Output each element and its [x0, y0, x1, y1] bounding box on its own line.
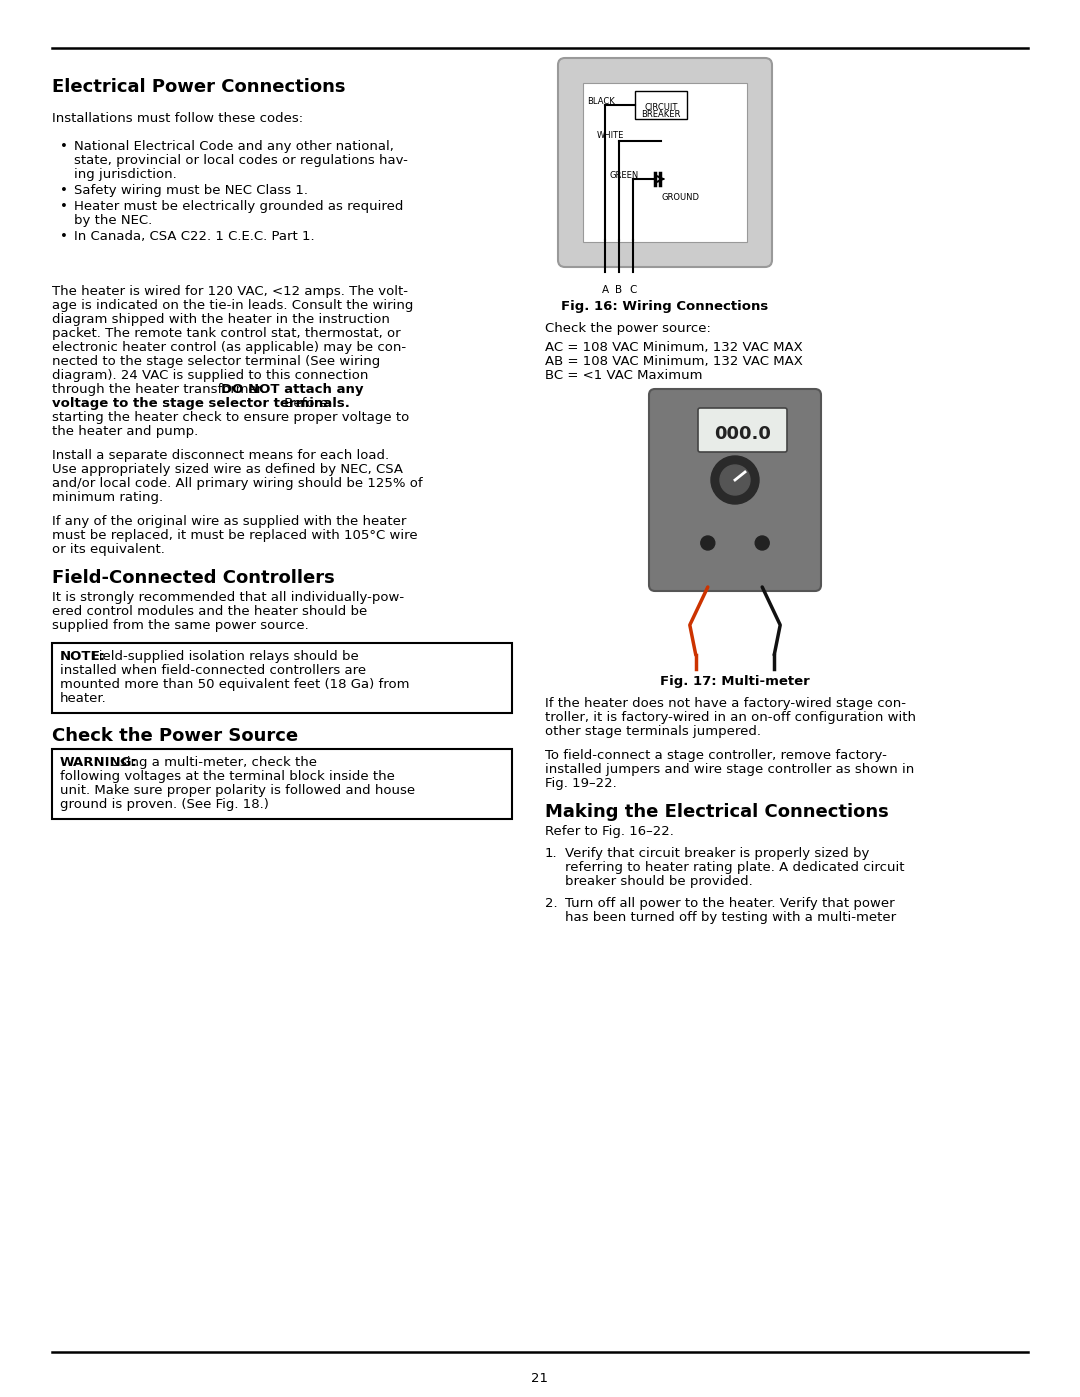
Text: heater.: heater. [60, 692, 107, 705]
Text: GROUND: GROUND [661, 193, 699, 203]
Text: unit. Make sure proper polarity is followed and house: unit. Make sure proper polarity is follo… [60, 784, 415, 798]
Text: and/or local code. All primary wiring should be 125% of: and/or local code. All primary wiring sh… [52, 476, 422, 490]
Text: Check the Power Source: Check the Power Source [52, 726, 298, 745]
Text: Fig. 17: Multi-meter: Fig. 17: Multi-meter [660, 675, 810, 687]
Text: Electrical Power Connections: Electrical Power Connections [52, 78, 346, 96]
Text: electronic heater control (as applicable) may be con-: electronic heater control (as applicable… [52, 341, 406, 353]
Text: Fig. 16: Wiring Connections: Fig. 16: Wiring Connections [562, 300, 769, 313]
Text: 000.0: 000.0 [714, 425, 771, 443]
Text: installed when field-connected controllers are: installed when field-connected controlle… [60, 664, 366, 678]
Text: •: • [60, 231, 68, 243]
Text: supplied from the same power source.: supplied from the same power source. [52, 619, 309, 631]
Text: installed jumpers and wire stage controller as shown in: installed jumpers and wire stage control… [545, 763, 915, 775]
Text: referring to heater rating plate. A dedicated circuit: referring to heater rating plate. A dedi… [565, 861, 905, 875]
Circle shape [701, 536, 715, 550]
Text: Fig. 19–22.: Fig. 19–22. [545, 777, 617, 789]
Text: 21: 21 [531, 1372, 549, 1384]
Text: breaker should be provided.: breaker should be provided. [565, 875, 753, 888]
Circle shape [755, 536, 769, 550]
Text: NOTE:: NOTE: [60, 650, 106, 664]
Text: must be replaced, it must be replaced with 105°C wire: must be replaced, it must be replaced wi… [52, 529, 418, 542]
Text: mounted more than 50 equivalent feet (18 Ga) from: mounted more than 50 equivalent feet (18… [60, 678, 409, 692]
Circle shape [720, 465, 750, 495]
Text: other stage terminals jumpered.: other stage terminals jumpered. [545, 725, 761, 738]
Text: WHITE: WHITE [597, 131, 624, 140]
Text: nected to the stage selector terminal (See wiring: nected to the stage selector terminal (S… [52, 355, 380, 367]
Text: Use appropriately sized wire as defined by NEC, CSA: Use appropriately sized wire as defined … [52, 462, 403, 476]
Text: CIRCUIT: CIRCUIT [645, 103, 677, 112]
Text: or its equivalent.: or its equivalent. [52, 543, 165, 556]
Text: troller, it is factory-wired in an on-off configuration with: troller, it is factory-wired in an on-of… [545, 711, 916, 724]
Text: BREAKER: BREAKER [642, 110, 680, 119]
Text: AC = 108 VAC Minimum, 132 VAC MAX: AC = 108 VAC Minimum, 132 VAC MAX [545, 341, 802, 353]
Text: Turn off all power to the heater. Verify that power: Turn off all power to the heater. Verify… [565, 897, 894, 909]
Text: C: C [630, 285, 637, 295]
Text: Heater must be electrically grounded as required: Heater must be electrically grounded as … [75, 200, 403, 212]
Text: Safety wiring must be NEC Class 1.: Safety wiring must be NEC Class 1. [75, 184, 308, 197]
Bar [52, 643, 512, 712]
Text: Before: Before [280, 397, 328, 409]
FancyBboxPatch shape [698, 408, 787, 453]
Text: BLACK: BLACK [588, 96, 615, 106]
Text: through the heater transformer.: through the heater transformer. [52, 383, 269, 395]
Text: If any of the original wire as supplied with the heater: If any of the original wire as supplied … [52, 515, 406, 528]
Text: Installations must follow these codes:: Installations must follow these codes: [52, 112, 303, 124]
Text: diagram shipped with the heater in the instruction: diagram shipped with the heater in the i… [52, 313, 390, 326]
Text: diagram). 24 VAC is supplied to this connection: diagram). 24 VAC is supplied to this con… [52, 369, 368, 381]
Text: To field-connect a stage controller, remove factory-: To field-connect a stage controller, rem… [545, 749, 887, 761]
Text: 1.: 1. [545, 847, 557, 861]
Text: ing jurisdiction.: ing jurisdiction. [75, 168, 177, 182]
Text: BC = <1 VAC Maximum: BC = <1 VAC Maximum [545, 369, 702, 381]
Text: ered control modules and the heater should be: ered control modules and the heater shou… [52, 605, 367, 617]
Text: packet. The remote tank control stat, thermostat, or: packet. The remote tank control stat, th… [52, 327, 401, 339]
Text: Field-Connected Controllers: Field-Connected Controllers [52, 569, 335, 587]
Bar [52, 749, 512, 819]
Text: 2.: 2. [545, 897, 557, 909]
Text: Refer to Fig. 16–22.: Refer to Fig. 16–22. [545, 826, 674, 838]
Text: A: A [602, 285, 608, 295]
Text: voltage to the stage selector terminals.: voltage to the stage selector terminals. [52, 397, 350, 409]
Text: by the NEC.: by the NEC. [75, 214, 152, 226]
Text: ground is proven. (See Fig. 18.): ground is proven. (See Fig. 18.) [60, 798, 269, 812]
Text: B: B [616, 285, 622, 295]
FancyBboxPatch shape [649, 388, 821, 591]
Text: Field-supplied isolation relays should be: Field-supplied isolation relays should b… [89, 650, 360, 664]
Text: Using a multi-meter, check the: Using a multi-meter, check the [106, 756, 316, 768]
Text: The heater is wired for 120 VAC, <12 amps. The volt-: The heater is wired for 120 VAC, <12 amp… [52, 285, 408, 298]
Bar [635, 91, 687, 119]
Text: state, provincial or local codes or regulations hav-: state, provincial or local codes or regu… [75, 154, 408, 168]
Text: GREEN: GREEN [609, 170, 638, 180]
Text: In Canada, CSA C22. 1 C.E.C. Part 1.: In Canada, CSA C22. 1 C.E.C. Part 1. [75, 231, 314, 243]
Text: Install a separate disconnect means for each load.: Install a separate disconnect means for … [52, 448, 389, 462]
Text: If the heater does not have a factory-wired stage con-: If the heater does not have a factory-wi… [545, 697, 906, 710]
Text: •: • [60, 200, 68, 212]
Text: It is strongly recommended that all individually-pow-: It is strongly recommended that all indi… [52, 591, 404, 604]
Text: minimum rating.: minimum rating. [52, 490, 163, 504]
Text: age is indicated on the tie-in leads. Consult the wiring: age is indicated on the tie-in leads. Co… [52, 299, 414, 312]
Text: following voltages at the terminal block inside the: following voltages at the terminal block… [60, 770, 395, 782]
Text: Verify that circuit breaker is properly sized by: Verify that circuit breaker is properly … [565, 847, 869, 861]
Text: Check the power source:: Check the power source: [545, 321, 711, 335]
FancyBboxPatch shape [558, 59, 772, 267]
Text: DO NOT attach any: DO NOT attach any [220, 383, 363, 395]
Text: has been turned off by testing with a multi-meter: has been turned off by testing with a mu… [565, 911, 896, 923]
Text: starting the heater check to ensure proper voltage to: starting the heater check to ensure prop… [52, 411, 409, 425]
Bar [583, 82, 747, 242]
Text: the heater and pump.: the heater and pump. [52, 425, 199, 439]
Text: Making the Electrical Connections: Making the Electrical Connections [545, 803, 889, 821]
Text: WARNING:: WARNING: [60, 756, 138, 768]
Text: AB = 108 VAC Minimum, 132 VAC MAX: AB = 108 VAC Minimum, 132 VAC MAX [545, 355, 802, 367]
Circle shape [711, 455, 759, 504]
Text: National Electrical Code and any other national,: National Electrical Code and any other n… [75, 140, 394, 154]
Text: •: • [60, 140, 68, 154]
Text: •: • [60, 184, 68, 197]
